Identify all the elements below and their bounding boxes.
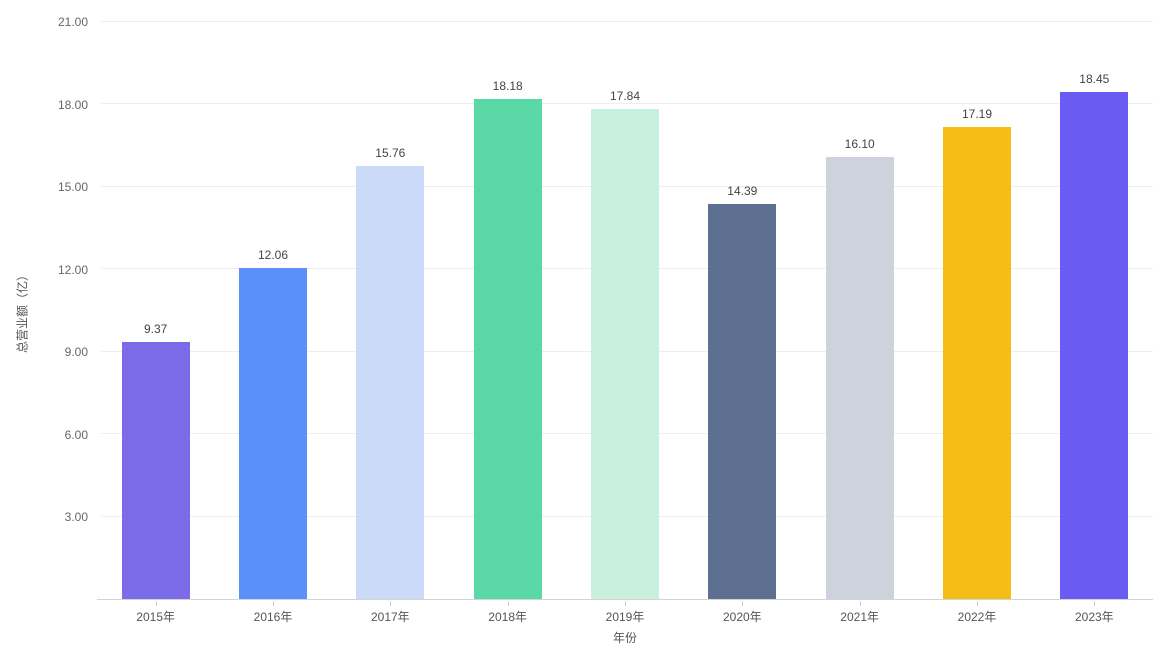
bar-value-label: 12.06 — [257, 247, 288, 262]
x-category-label: 2021年 — [840, 610, 880, 624]
y-tick-label: 18.00 — [57, 97, 88, 112]
bar-slot: 9.37 — [97, 22, 214, 599]
gridline — [101, 21, 1153, 22]
y-tick-label: 15.00 — [57, 180, 88, 195]
bar-value-label: 15.76 — [375, 145, 406, 160]
x-category-label: 2020年 — [722, 610, 762, 624]
bar-slot: 14.39 — [684, 22, 801, 599]
bar-2017年[interactable]: 15.76 — [356, 147, 425, 599]
bar-value-label: 16.10 — [844, 136, 875, 151]
x-category-label: 2018年 — [488, 610, 528, 624]
x-category-label: 2022年 — [957, 610, 997, 624]
bar-slot: 17.84 — [566, 22, 683, 599]
bar-slot: 15.76 — [332, 22, 449, 599]
x-category-label: 2023年 — [1074, 610, 1114, 624]
bar-value-label: 9.37 — [143, 321, 168, 336]
x-tick-mark — [859, 601, 861, 606]
bar-slot: 17.19 — [918, 22, 1035, 599]
bar-slot: 16.10 — [801, 22, 918, 599]
x-category-label: 2017年 — [370, 610, 410, 624]
x-tick-mark — [273, 601, 274, 606]
x-category-label: 2015年 — [136, 610, 176, 624]
bar-value-label: 17.84 — [609, 88, 640, 103]
bar-2022年[interactable]: 17.19 — [942, 108, 1011, 599]
y-tick-label: 12.00 — [57, 262, 88, 277]
x-tick-mark — [390, 601, 392, 606]
bar-slot: 18.45 — [1036, 22, 1153, 599]
bar-2023年[interactable]: 18.45 — [1060, 73, 1129, 599]
bar-2018年[interactable]: 18.18 — [473, 80, 542, 599]
bar-2020年[interactable]: 14.39 — [708, 185, 777, 599]
x-tick-mark — [507, 601, 509, 606]
x-category-label: 2019年 — [605, 610, 645, 624]
x-tick-mark — [977, 601, 978, 606]
bar-2021年[interactable]: 16.10 — [825, 138, 894, 599]
gridline — [101, 103, 1153, 105]
x-tick-mark — [625, 601, 626, 606]
plot-area: 9.37 12.06 15.76 18.18 17.84 14.39 16.10 17.19 1… — [97, 21, 1153, 600]
x-tick-mark — [742, 601, 744, 606]
y-tick-label: 6.00 — [64, 427, 88, 442]
bar-value-label: 18.45 — [1079, 72, 1110, 87]
y-axis: 3.00 6.00 9.00 12.00 15.00 18.00 21.00 — [0, 16, 88, 600]
bar-2015年[interactable]: 9.37 — [121, 323, 190, 599]
x-tick-mark — [1094, 601, 1096, 606]
y-tick-label: 21.00 — [57, 15, 88, 29]
x-category-label: 2016年 — [253, 610, 293, 624]
bar-value-label: 17.19 — [961, 106, 992, 121]
y-tick-label: 3.00 — [64, 510, 88, 525]
x-axis: 2015年 2016年 2017年 2018年 2019年 2020年 2021年 2022年… — [97, 601, 1153, 627]
bar-slot: 18.18 — [449, 22, 566, 599]
x-tick-mark — [155, 601, 157, 606]
bar-value-label: 14.39 — [727, 183, 758, 198]
x-axis-title: 年份 — [612, 631, 637, 645]
bar-value-label: 18.18 — [492, 79, 523, 94]
bar-2016年[interactable]: 12.06 — [238, 249, 307, 599]
bar-slot: 12.06 — [214, 22, 331, 599]
bar-2019年[interactable]: 17.84 — [590, 90, 659, 599]
y-tick-label: 9.00 — [64, 345, 88, 360]
